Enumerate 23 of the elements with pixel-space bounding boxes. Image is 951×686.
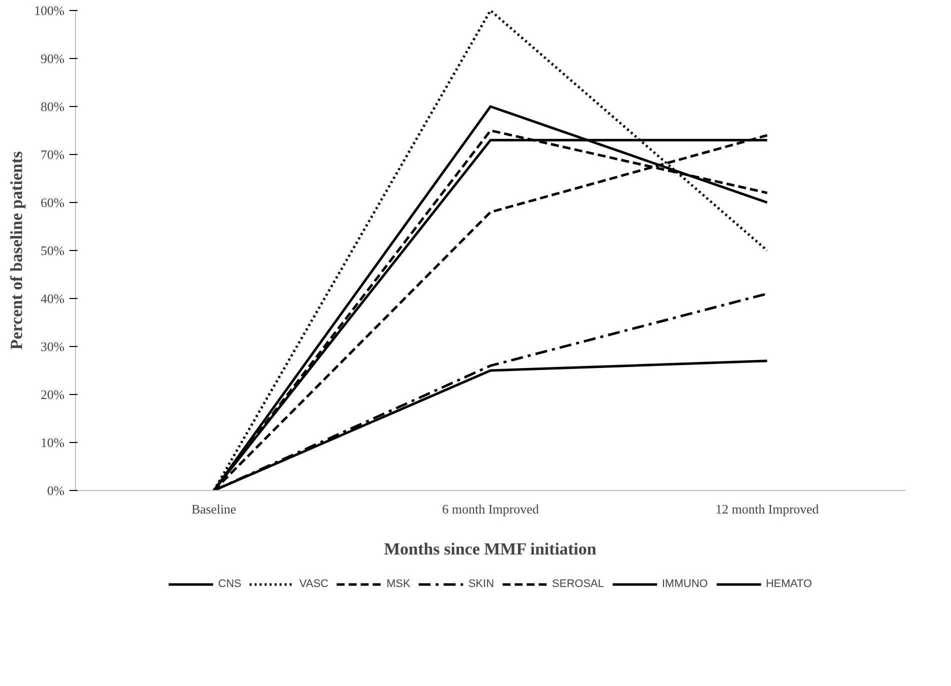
y-tick-label: 70% [40, 147, 65, 162]
x-axis-title: Months since MMF initiation [384, 540, 597, 558]
y-tick-label: 20% [40, 387, 65, 402]
y-tick-label: 60% [40, 195, 65, 210]
x-tick-label: Baseline [191, 502, 236, 516]
y-tick-label: 10% [40, 435, 65, 450]
legend-label: CNS [218, 578, 242, 590]
legend-label: IMMUNO [662, 578, 708, 590]
y-tick-label: 0% [47, 483, 65, 498]
y-tick-label: 50% [40, 243, 65, 258]
legend-label: VASC [299, 578, 328, 590]
legend-label: SKIN [468, 578, 494, 590]
legend-label: HEMATO [766, 578, 812, 590]
y-tick-label: 100% [34, 3, 65, 18]
x-tick-label: 6 month Improved [442, 502, 540, 516]
y-tick-label: 90% [40, 51, 65, 66]
legend-label: SEROSAL [552, 578, 604, 590]
legend-label: MSK [386, 578, 410, 590]
y-tick-label: 30% [40, 339, 65, 354]
x-tick-label: 12 month Improved [716, 502, 820, 516]
y-tick-label: 80% [40, 99, 65, 114]
y-axis-title: Percent of baseline patients [7, 150, 26, 350]
y-tick-label: 40% [40, 291, 65, 306]
